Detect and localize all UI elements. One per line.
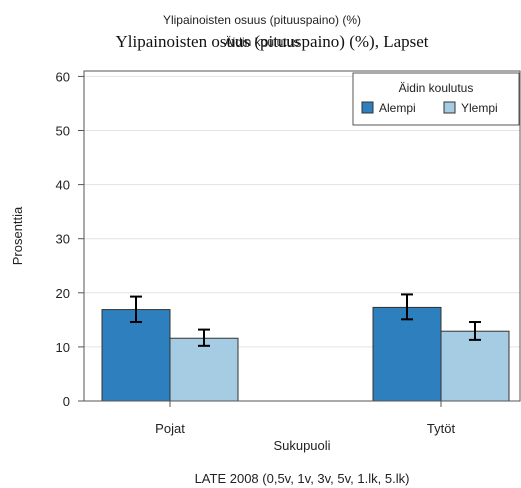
x-axis: Pojat Tytöt: [155, 401, 455, 436]
y-tick-label: 0: [63, 394, 70, 409]
legend-title: Äidin koulutus: [399, 81, 474, 95]
x-axis-label: Sukupuoli: [273, 438, 330, 453]
legend-label-alempi: Alempi: [379, 101, 416, 115]
chart-title: Ylipainoisten osuus (pituuspaino) (%), L…: [115, 32, 428, 51]
bar-ylempi-pojat: [169, 337, 239, 402]
x-tick-label: Tytöt: [427, 421, 456, 436]
y-tick-label: 30: [56, 232, 70, 247]
error-bars: [130, 293, 481, 347]
legend: Äidin koulutus Alempi Ylempi: [352, 72, 520, 126]
bar-alempi-tytöt: [372, 306, 442, 402]
bar-alempi-pojat: [101, 309, 171, 402]
bar-ylempi-tytöt: [440, 330, 510, 402]
chart-caption: LATE 2008 (0,5v, 1v, 3v, 5v, 1.lk, 5.lk): [195, 471, 410, 486]
bars: [101, 306, 510, 402]
y-tick-label: 40: [56, 178, 70, 193]
y-tick-label: 10: [56, 340, 70, 355]
y-tick-label: 20: [56, 286, 70, 301]
x-tick-label: Pojat: [155, 421, 185, 436]
legend-box: [352, 72, 520, 126]
chart-title-top: Ylipainoisten osuus (pituuspaino) (%): [163, 13, 361, 27]
titles: Ylipainoisten osuus (pituuspaino) (%) Äi…: [115, 13, 428, 51]
y-tick-label: 60: [56, 69, 70, 84]
y-axis: 0 10 20 30 40 50 60: [56, 69, 84, 409]
chart-title-overlap: Äidin koulutus: [225, 35, 300, 49]
y-tick-label: 50: [56, 124, 70, 139]
y-axis-label: Prosenttia: [10, 206, 25, 265]
legend-swatch-alempi: [361, 101, 374, 114]
legend-label-ylempi: Ylempi: [461, 101, 498, 115]
legend-swatch-ylempi: [443, 101, 456, 114]
plot-frame: [83, 70, 521, 402]
